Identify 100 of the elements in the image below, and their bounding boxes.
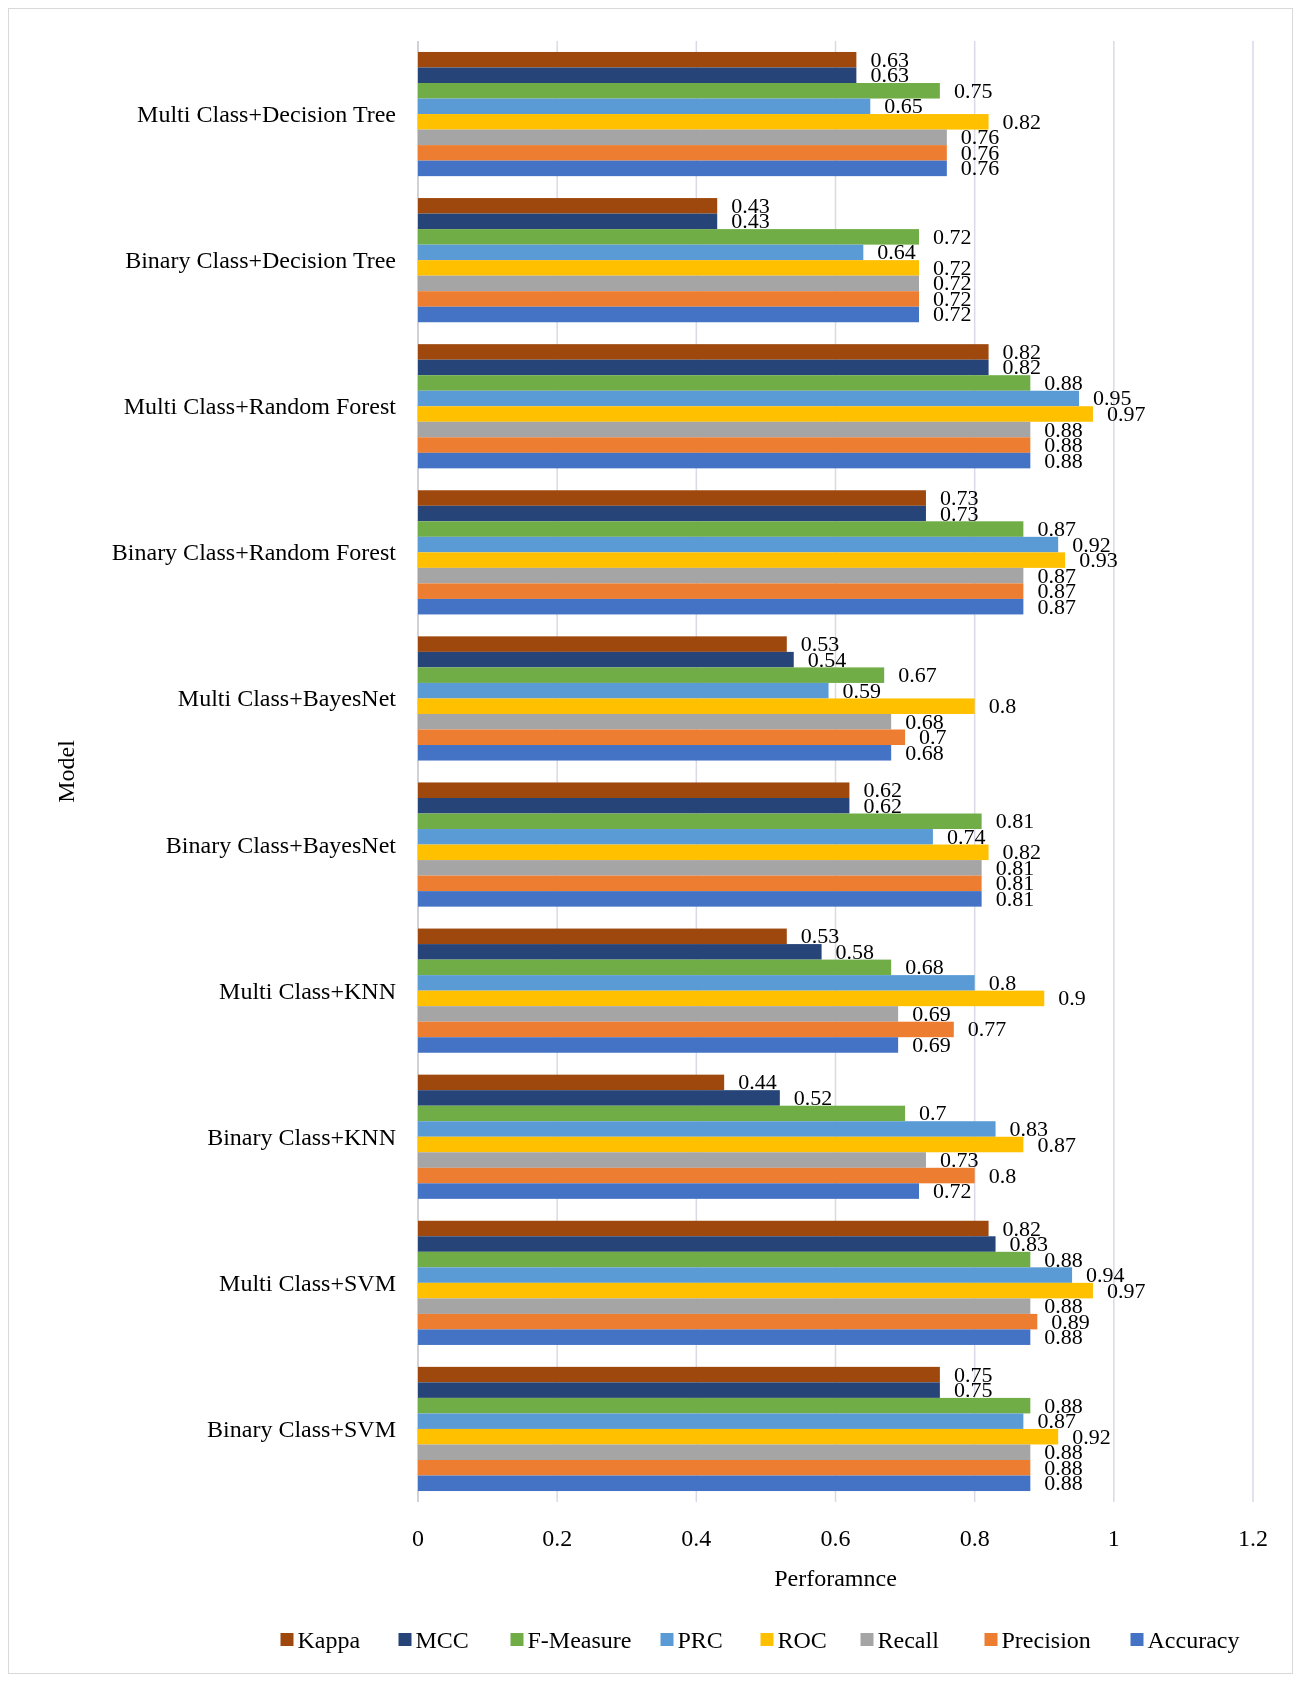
bar [418, 698, 975, 714]
bar [418, 844, 989, 861]
bar [418, 944, 822, 960]
data-label: 0.68 [905, 954, 944, 980]
bar [418, 160, 947, 177]
x-tick-label: 0.4 [681, 1525, 712, 1551]
bar [418, 1298, 1031, 1314]
bar [418, 1006, 899, 1022]
bar [418, 1428, 1059, 1445]
bar [418, 51, 857, 68]
data-label: 0.82 [1002, 108, 1042, 134]
bar [418, 421, 1031, 438]
bar [418, 452, 1031, 469]
legend-label: F-Measure [527, 1627, 632, 1653]
bar [418, 1021, 954, 1038]
bar [418, 98, 871, 115]
bar [418, 1167, 975, 1184]
bar [418, 1121, 996, 1137]
data-label: 0.69 [912, 1031, 951, 1057]
bar [418, 1136, 1024, 1153]
y-axis-title: Model [53, 739, 79, 803]
bar [418, 145, 947, 161]
data-label: 0.64 [877, 239, 916, 265]
bar [418, 1460, 1031, 1476]
data-label: 0.74 [946, 823, 986, 849]
bar [418, 505, 926, 522]
data-label: 0.77 [967, 1016, 1007, 1042]
bar [418, 275, 919, 292]
bar [418, 390, 1080, 407]
bar [418, 745, 892, 761]
bar [418, 1444, 1031, 1460]
bar [418, 1251, 1031, 1268]
bar [418, 359, 989, 376]
y-tick-label: Multi Class+SVM [219, 1269, 396, 1296]
bar [418, 1152, 926, 1168]
bar [418, 83, 940, 99]
legend-label: Accuracy [1147, 1627, 1240, 1653]
bar [418, 213, 718, 230]
x-tick-label: 0 [412, 1525, 424, 1551]
x-tick-label: 1.2 [1238, 1525, 1268, 1551]
bar [418, 1236, 996, 1252]
bar [418, 1037, 899, 1053]
bar [418, 583, 1024, 599]
bar [418, 1105, 906, 1122]
bar [418, 244, 864, 261]
bar [418, 959, 892, 976]
bar [418, 797, 850, 814]
legend-label: Precision [1001, 1627, 1091, 1653]
data-label: 0.59 [842, 677, 882, 703]
bar [418, 567, 1024, 584]
bar [418, 229, 919, 245]
bar [418, 406, 1093, 422]
bar [418, 306, 919, 323]
x-tick-label: 0.2 [542, 1525, 573, 1551]
legend-label: PRC [677, 1627, 723, 1653]
bar [418, 667, 885, 683]
y-tick-label: Binary Class+Decision Tree [125, 247, 396, 274]
bar [418, 291, 919, 307]
y-tick-label: Binary Class+Random Forest [111, 539, 397, 566]
data-label: 0.8 [988, 1162, 1017, 1188]
bar [418, 636, 787, 652]
bar [418, 1313, 1038, 1330]
bar [418, 975, 975, 991]
legend-label: ROC [777, 1627, 827, 1653]
bar [418, 114, 989, 130]
y-tick-label: Multi Class+KNN [219, 977, 396, 1004]
y-tick-label: Multi Class+Random Forest [123, 393, 397, 420]
bar [418, 375, 1031, 391]
data-label: 0.52 [793, 1084, 833, 1110]
bar [418, 1183, 919, 1199]
bar [418, 598, 1024, 615]
bar [418, 1074, 725, 1091]
data-label: 0.8 [988, 693, 1017, 719]
y-tick-label: Binary Class+KNN [207, 1123, 396, 1150]
y-tick-label: Multi Class+Decision Tree [137, 101, 396, 128]
bar [418, 891, 982, 907]
data-label: 0.44 [738, 1069, 777, 1095]
bar [418, 129, 947, 146]
legend-label: Kappa [297, 1627, 361, 1653]
data-label: 0.69 [912, 1000, 951, 1026]
bar [418, 1366, 940, 1383]
bar [418, 713, 892, 730]
bar [418, 521, 1024, 537]
data-label: 0.75 [953, 77, 993, 103]
bar [418, 682, 829, 699]
x-axis-title: Perforamnce [774, 1565, 897, 1591]
bar [418, 536, 1059, 553]
y-tick-label: Multi Class+BayesNet [177, 685, 397, 712]
x-tick-label: 0.6 [820, 1525, 851, 1551]
data-label: 0.8 [988, 969, 1017, 995]
bar [418, 990, 1045, 1007]
x-tick-label: 1 [1107, 1525, 1120, 1551]
bar [418, 1475, 1031, 1492]
bar [418, 490, 926, 506]
legend-label: MCC [415, 1627, 469, 1653]
data-label: 0.81 [995, 808, 1035, 834]
data-label: 0.9 [1058, 985, 1086, 1011]
data-label: 0.72 [933, 1178, 972, 1204]
y-tick-label: Binary Class+BayesNet [165, 831, 397, 858]
bar [418, 198, 718, 214]
